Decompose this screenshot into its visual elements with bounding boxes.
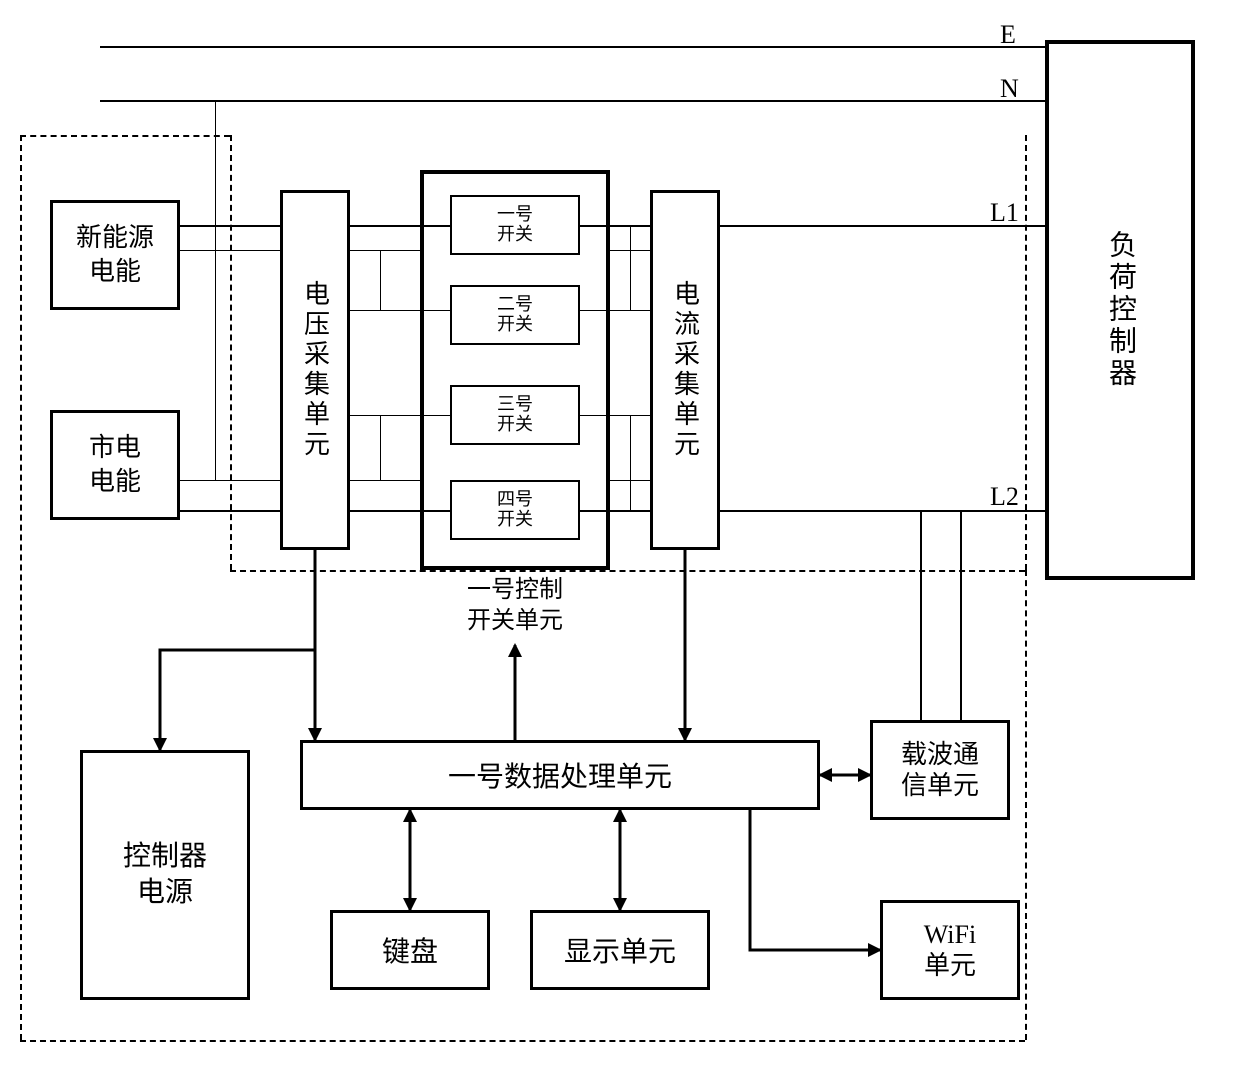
wire (960, 510, 962, 720)
box-label: 电压采集单元 (297, 280, 334, 460)
box-carrier-comm: 载波通 信单元 (870, 720, 1010, 820)
box-label: 三号 开关 (497, 395, 533, 435)
box-display: 显示单元 (530, 910, 710, 990)
box-controller-power: 控制器 电源 (80, 750, 250, 1000)
dashed-border (230, 570, 1025, 572)
box-label: 一号数据处理单元 (448, 755, 672, 795)
dashed-border (1025, 570, 1027, 1040)
box-switch-2: 二号 开关 (450, 285, 580, 345)
dashed-border (1025, 135, 1027, 570)
wire (350, 480, 420, 481)
box-label: 新能源 电能 (76, 221, 154, 289)
dashed-border (20, 135, 230, 137)
box-label: 键盘 (382, 930, 438, 970)
box-wifi: WiFi 单元 (880, 900, 1020, 1000)
wire (380, 415, 381, 480)
bus-n (100, 100, 1045, 102)
dashed-border (20, 135, 22, 1040)
dashed-border (230, 135, 232, 570)
bus-e (100, 46, 1045, 48)
box-label: 负荷控制器 (1100, 230, 1140, 390)
label-l1: L1 (990, 198, 1019, 228)
box-label: 显示单元 (564, 930, 676, 970)
box-load-controller: 负荷控制器 (1045, 40, 1195, 580)
box-label: 电流采集单元 (667, 280, 704, 460)
diagram-canvas: E N L1 L2 新能源 电能 市电 电能 电压采集单元 电流采集单元 一号 … (0, 0, 1240, 1077)
wire (350, 250, 420, 251)
switch-unit-label: 一号控制 开关单元 (445, 575, 585, 637)
box-data-proc: 一号数据处理单元 (300, 740, 820, 810)
box-current-unit: 电流采集单元 (650, 190, 720, 550)
box-label: 四号 开关 (497, 490, 533, 530)
wire (920, 510, 922, 720)
box-label: 一号 开关 (497, 205, 533, 245)
box-switch-1: 一号 开关 (450, 195, 580, 255)
wire (630, 225, 631, 310)
box-label: 控制器 电源 (123, 839, 207, 912)
box-switch-3: 三号 开关 (450, 385, 580, 445)
box-grid-power: 市电 电能 (50, 410, 180, 520)
box-keyboard: 键盘 (330, 910, 490, 990)
box-switch-4: 四号 开关 (450, 480, 580, 540)
box-new-energy: 新能源 电能 (50, 200, 180, 310)
label-l2: L2 (990, 482, 1019, 512)
box-label: 载波通 信单元 (901, 739, 979, 801)
wire (630, 415, 631, 510)
box-label: 市电 电能 (89, 431, 141, 499)
wire (380, 250, 381, 310)
box-voltage-unit: 电压采集单元 (280, 190, 350, 550)
box-label: 二号 开关 (497, 295, 533, 335)
wire (215, 100, 216, 480)
dashed-border (20, 1040, 1025, 1042)
box-label: WiFi 单元 (924, 919, 976, 981)
